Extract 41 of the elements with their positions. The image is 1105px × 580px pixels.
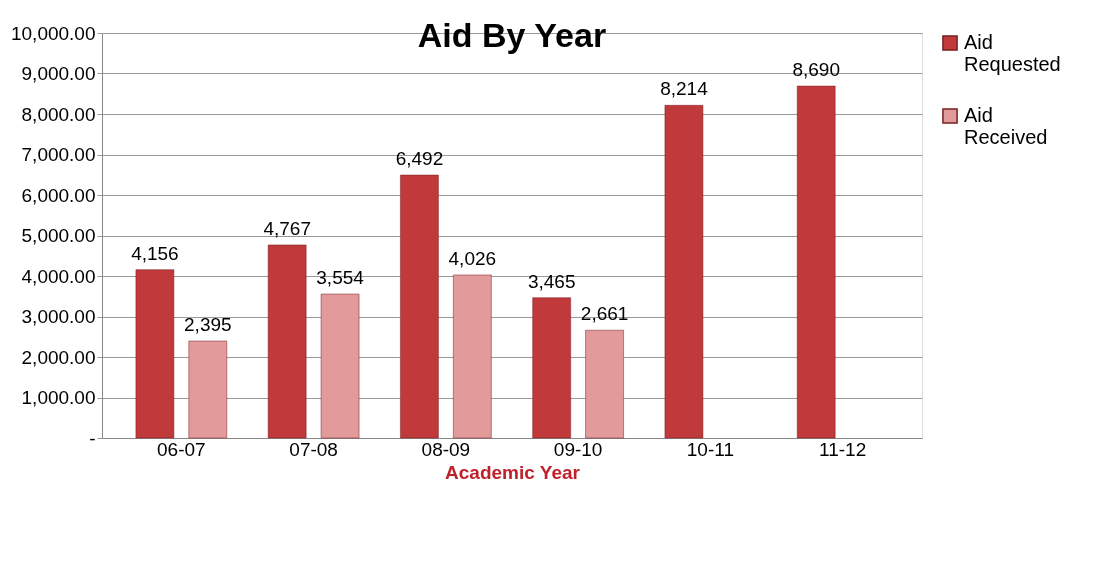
bar [664, 105, 704, 439]
data-label: 4,767 [263, 217, 311, 239]
legend-label: Aid Requested [964, 31, 1061, 75]
bar [267, 244, 307, 439]
x-tick-label: 11-12 [819, 438, 867, 460]
data-label: 3,554 [316, 267, 365, 289]
y-tick-label: 1,000.00 [21, 387, 96, 408]
data-label: 4,026 [448, 247, 497, 269]
data-label: 8,214 [660, 78, 709, 100]
data-label: 2,661 [580, 303, 629, 325]
y-tick-label: 9,000.00 [21, 63, 96, 84]
x-axis-title: Academic Year [445, 461, 581, 483]
y-tick-label: 7,000.00 [21, 144, 96, 165]
chart-title: Aid By Year [417, 16, 607, 54]
x-tick-label: 08-09 [421, 438, 471, 460]
data-label: 4,156 [131, 242, 179, 264]
data-label: 8,690 [792, 59, 840, 81]
bar [135, 269, 175, 439]
data-label: 6,492 [395, 148, 444, 170]
y-tick-label: 10,000.00 [10, 22, 96, 44]
y-tick-label: - [89, 427, 96, 449]
x-tick-label: 06-07 [157, 438, 206, 460]
bar [320, 293, 360, 439]
data-label: 3,465 [527, 270, 576, 292]
y-tick-label: 8,000.00 [21, 103, 96, 125]
y-tick-label: 2,000.00 [21, 346, 96, 368]
data-label: 2,395 [184, 314, 232, 335]
bar [453, 274, 492, 439]
bar [188, 340, 228, 439]
y-tick-label: 3,000.00 [21, 306, 96, 327]
x-tick-label: 09-10 [553, 438, 603, 460]
bar [532, 297, 571, 439]
bar [585, 329, 624, 439]
y-tick-label: 6,000.00 [21, 184, 96, 206]
x-tick-label: 10-11 [686, 438, 734, 460]
bar [400, 174, 439, 439]
y-tick-label: 5,000.00 [21, 225, 96, 246]
bar [796, 85, 836, 439]
x-tick-label: 07-08 [289, 438, 338, 460]
y-tick-label: 4,000.00 [21, 265, 96, 287]
legend-label: Aid Received [964, 104, 1048, 148]
